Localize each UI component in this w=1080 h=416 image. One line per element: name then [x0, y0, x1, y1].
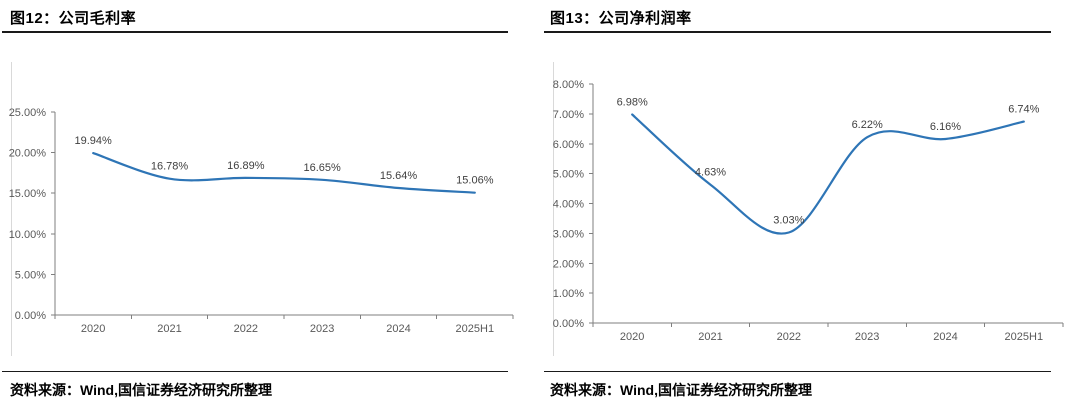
data-label: 3.03%: [773, 214, 804, 226]
data-label: 15.06%: [456, 175, 494, 187]
source-note: 资料来源：Wind,国信证券经济研究所整理: [550, 382, 812, 398]
gross-margin-title: 图12：公司毛利率: [10, 10, 137, 27]
y-tick-label: 5.00%: [553, 169, 584, 181]
x-category-label: 2024: [933, 331, 957, 343]
y-tick-label: 15.00%: [9, 188, 47, 200]
y-tick-label: 20.00%: [9, 148, 47, 160]
x-category-label: 2024: [386, 323, 410, 335]
y-tick-label: 5.00%: [15, 269, 46, 281]
series-line: [631, 113, 1025, 235]
gross-margin-line-chart: 0.00% 5.00% 10.00% 15.00% 20.00% 25.00% 2020 20…: [9, 107, 514, 335]
series-line: [92, 152, 476, 194]
x-category-label: 2020: [81, 323, 105, 335]
x-category-label: 2022: [234, 323, 258, 335]
y-tick-label: 0.00%: [15, 310, 46, 322]
source-divider: [2, 371, 508, 372]
x-category-label: 2021: [157, 323, 181, 335]
data-label: 6.98%: [617, 96, 648, 108]
chart-image-border: [553, 62, 554, 356]
x-category-label: 2021: [698, 331, 722, 343]
y-tick-label: 1.00%: [553, 288, 584, 300]
source-divider: [544, 371, 1051, 372]
gross-margin-panel: 图12：公司毛利率 0.00% 5.00% 10.00% 15.00% 20.00% 25…: [2, 10, 514, 398]
y-tick-label: 25.00%: [9, 107, 47, 119]
x-category-label: 2020: [620, 331, 644, 343]
y-tick-label: 3.00%: [553, 228, 584, 240]
data-label: 16.89%: [227, 160, 265, 172]
net-margin-title: 图13：公司净利润率: [550, 10, 692, 27]
net-margin-panel: 图13：公司净利润率 0.00% 1.00% 2.00% 3.00% 4.00% 5.00…: [540, 0, 1080, 416]
y-tick-label: 8.00%: [553, 79, 584, 91]
data-label: 6.16%: [930, 121, 961, 133]
x-category-label: 2022: [777, 331, 801, 343]
source-note: 资料来源：Wind,国信证券经济研究所整理: [10, 382, 272, 398]
y-tick-label: 6.00%: [553, 139, 584, 151]
x-category-label: 2023: [310, 323, 334, 335]
y-tick-label: 2.00%: [553, 258, 584, 270]
data-label: 4.63%: [695, 167, 726, 179]
x-category-label: 2023: [855, 331, 879, 343]
data-label: 6.74%: [1008, 104, 1039, 116]
data-label: 15.64%: [380, 170, 418, 182]
data-label: 16.65%: [304, 162, 342, 174]
title-divider: [2, 31, 508, 33]
y-tick-label: 10.00%: [9, 229, 47, 241]
x-category-label: 2025H1: [456, 323, 495, 335]
y-tick-label: 7.00%: [553, 109, 584, 121]
title-divider: [544, 31, 1051, 33]
chart-image-border: [11, 62, 12, 356]
x-category-label: 2025H1: [1005, 331, 1044, 343]
data-label: 19.94%: [75, 135, 113, 147]
data-label: 6.22%: [852, 119, 883, 131]
y-tick-label: 0.00%: [553, 318, 584, 330]
net-margin-line-chart: 0.00% 1.00% 2.00% 3.00% 4.00% 5.00% 6.00% 7.00%…: [553, 79, 1064, 343]
data-label: 16.78%: [151, 161, 189, 173]
y-tick-label: 4.00%: [553, 199, 584, 211]
